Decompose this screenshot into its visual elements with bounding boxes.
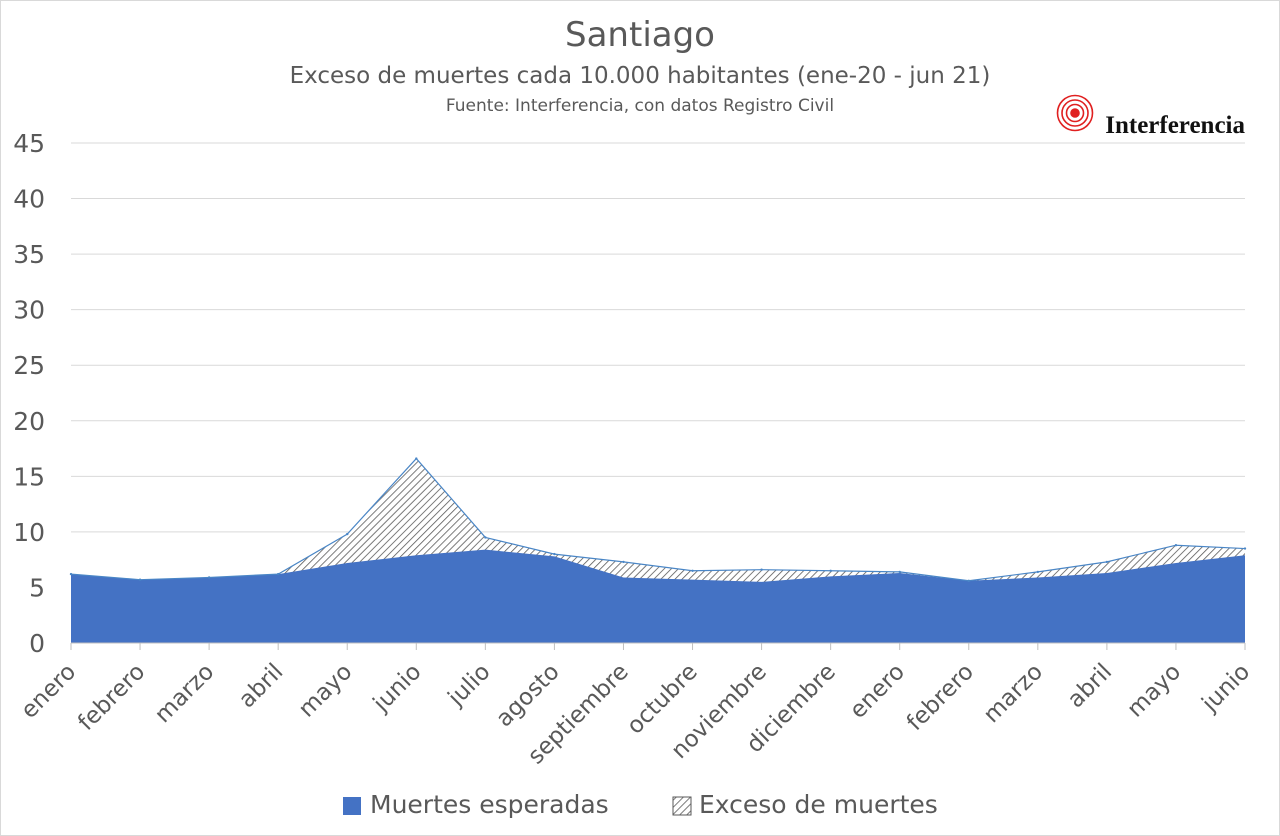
x-tick-label: mayo bbox=[294, 659, 358, 723]
y-tick-label: 20 bbox=[13, 407, 45, 436]
signal-rings-icon bbox=[1056, 94, 1094, 132]
x-tick-label: julio bbox=[443, 659, 496, 712]
legend-label-excess: Exceso de muertes bbox=[699, 790, 938, 819]
data-point bbox=[760, 568, 763, 571]
x-tick-label: enero bbox=[16, 659, 81, 724]
logo-text: Interferencia bbox=[1105, 112, 1245, 139]
data-point bbox=[69, 572, 73, 576]
x-tick-label: abril bbox=[234, 659, 288, 713]
data-point bbox=[346, 532, 349, 536]
y-tick-label: 10 bbox=[13, 518, 45, 547]
legend-label-expected: Muertes esperadas bbox=[370, 790, 609, 819]
x-tick-label: junio bbox=[368, 659, 427, 718]
series-muertes-esperadas-area bbox=[71, 549, 1245, 643]
data-point bbox=[1036, 570, 1040, 574]
data-point bbox=[1174, 544, 1178, 547]
y-tick-label: 0 bbox=[29, 629, 45, 658]
data-point bbox=[829, 569, 832, 572]
plot-areas bbox=[69, 457, 1247, 643]
y-tick-label: 40 bbox=[13, 185, 45, 214]
x-tick-label: abril bbox=[1063, 659, 1117, 713]
data-point bbox=[622, 560, 625, 564]
legend-swatch-expected bbox=[343, 797, 361, 815]
data-point bbox=[553, 552, 556, 556]
data-point bbox=[1243, 547, 1247, 550]
chart-title: Santiago bbox=[565, 15, 715, 55]
data-point bbox=[484, 536, 487, 539]
x-tick-label: mayo bbox=[1122, 659, 1186, 723]
y-axis: 0 5 10 15 20 25 30 35 40 45 bbox=[13, 129, 45, 658]
legend: Muertes esperadas Exceso de muertes bbox=[343, 790, 938, 819]
x-tick-label: marzo bbox=[150, 659, 219, 728]
x-tick-label: enero bbox=[845, 659, 910, 724]
y-tick-label: 15 bbox=[13, 462, 45, 491]
x-tick-label: febrero bbox=[902, 659, 979, 736]
y-tick-label: 25 bbox=[13, 351, 45, 380]
data-point bbox=[276, 572, 280, 576]
interferencia-logo: Interferencia bbox=[1056, 94, 1245, 139]
data-point bbox=[898, 570, 901, 574]
legend-swatch-excess bbox=[672, 796, 692, 816]
data-point bbox=[138, 578, 142, 581]
exceso-outline bbox=[70, 457, 1246, 582]
y-tick-label: 30 bbox=[13, 296, 45, 325]
chart-source: Fuente: Interferencia, con datos Registr… bbox=[446, 96, 834, 116]
data-point bbox=[691, 569, 694, 572]
y-tick-label: 5 bbox=[29, 573, 45, 602]
y-tick-label: 45 bbox=[13, 129, 45, 158]
x-tick-label: junio bbox=[1197, 659, 1256, 718]
chart-subtitle: Exceso de muertes cada 10.000 habitantes… bbox=[290, 63, 991, 89]
data-point bbox=[207, 576, 211, 579]
data-point bbox=[415, 457, 418, 460]
x-tick-label: marzo bbox=[979, 659, 1048, 728]
data-point bbox=[1105, 560, 1109, 564]
data-point bbox=[967, 579, 970, 582]
x-tick-label: febrero bbox=[73, 659, 150, 736]
grid-lines bbox=[71, 142, 1245, 588]
y-tick-label: 35 bbox=[13, 240, 45, 269]
